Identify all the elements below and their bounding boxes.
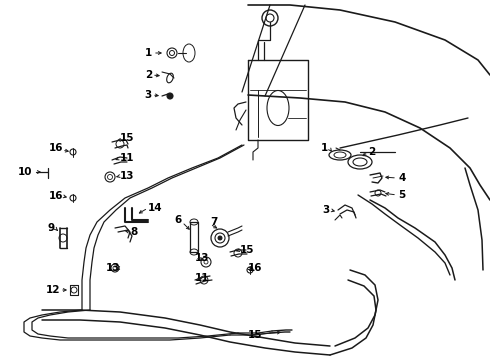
Text: 15: 15 [120,133,134,143]
Text: 2: 2 [145,70,152,80]
Text: 13: 13 [120,171,134,181]
Text: 5: 5 [398,190,405,200]
Text: 1: 1 [145,48,152,58]
Text: 9: 9 [48,223,55,233]
Text: 1: 1 [321,143,328,153]
Text: 3: 3 [145,90,152,100]
Text: 13: 13 [105,263,120,273]
Text: 3: 3 [323,205,330,215]
Circle shape [167,93,173,99]
Text: 8: 8 [130,227,137,237]
Text: 15: 15 [248,330,263,340]
Text: 2: 2 [368,147,375,157]
Text: 16: 16 [248,263,263,273]
Text: 16: 16 [49,143,63,153]
Text: 14: 14 [148,203,163,213]
Text: 16: 16 [49,191,63,201]
Text: 12: 12 [46,285,60,295]
Text: 13: 13 [195,253,210,263]
Text: 6: 6 [175,215,182,225]
Text: 4: 4 [398,173,405,183]
Text: 10: 10 [18,167,32,177]
Text: 7: 7 [210,217,218,227]
Text: 15: 15 [240,245,254,255]
Text: 11: 11 [120,153,134,163]
Circle shape [218,236,222,240]
Text: 11: 11 [195,273,210,283]
